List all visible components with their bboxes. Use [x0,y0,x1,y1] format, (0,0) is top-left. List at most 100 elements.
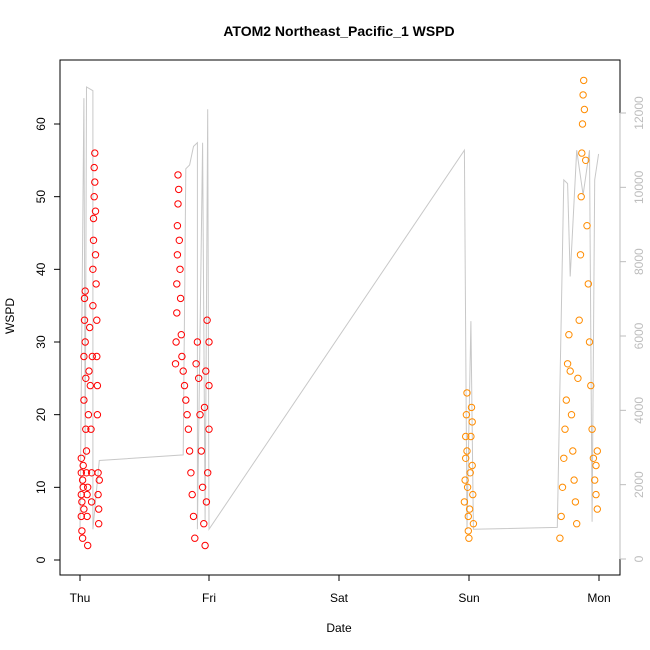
y-tick-label: 10 [34,480,48,494]
series-2-point [562,396,570,404]
series-2-point [570,476,578,484]
series-2-point [593,505,601,513]
series-1-point [91,207,100,215]
chart-title: ATOM2 Northeast_Pacific_1 WSPD [223,23,454,39]
y2-tick-label: 12000 [632,96,646,130]
series-1-point [193,338,202,346]
series-2-point [469,520,478,528]
series-1-point [173,280,181,288]
series-1-point [95,505,103,513]
series-1-point [90,163,98,172]
series-1-point [78,534,87,542]
series-1-point [182,396,190,404]
series-2-point [563,360,572,368]
series-1-point [85,367,93,375]
series-2-point [592,490,600,499]
series-1-point [205,338,213,346]
series-2-point [574,374,582,382]
series-1-point [201,541,209,550]
series-1-point [176,294,185,303]
series-2-point [565,331,573,339]
series-2-point [588,425,596,433]
series-2-point [556,534,564,542]
y-tick-label: 0 [34,556,48,563]
series-2-point [579,91,587,99]
y-tick-label: 60 [34,117,48,131]
series-2-point [462,432,470,441]
series-2-point [466,469,474,477]
series-1-point [94,490,102,499]
series-1-point [93,411,102,419]
series-1-point [93,316,101,324]
series-1-point [91,149,99,157]
series-1-point [91,178,99,186]
series-2-point [464,512,472,521]
series-2-point [560,454,568,462]
series-1-point [176,265,184,273]
series-1-point [84,483,92,491]
series-1-point [84,541,92,550]
x-tick-label: Thu [70,591,91,605]
series-1-point [87,498,96,506]
series-2-point [467,403,476,412]
series-2-point [580,105,589,114]
series-2-point [589,454,598,462]
series-2-point [561,425,569,433]
right-axis-line-layer [79,86,600,531]
series-1-point [178,352,186,361]
series-1-point [86,381,95,390]
series-1-point [79,483,87,491]
series-1-point [189,512,198,521]
series-2-point [587,381,595,390]
series-1-point [93,381,102,390]
series-2-point [463,447,471,455]
series-2-point [593,447,601,455]
series-1-point [77,490,86,499]
y2-tick-label: 10000 [632,170,646,204]
series-2-point [571,498,580,506]
series-2-point [465,534,473,542]
series-1-point [87,425,95,433]
series-1-point [180,381,189,390]
series-2-point [569,447,577,455]
points-layer [77,76,601,550]
series-2-point [577,193,585,201]
series-1-point [95,476,104,484]
series-1-point [78,476,87,484]
x-tick-label: Fri [202,591,216,605]
series-2-point [464,527,472,535]
series-1-point [79,461,87,470]
x-tick-label: Mon [587,591,610,605]
series-1-point [89,302,97,310]
series-1-point [205,381,213,390]
y-tick-label: 40 [34,262,48,276]
series-1-point [174,171,182,179]
series-1-point [88,352,97,361]
series-2-point [468,418,476,426]
series-1-point [192,360,200,368]
series-1-point [191,534,199,542]
y2-tick-label: 8000 [632,248,646,275]
series-1-point [196,411,204,419]
x-axis: Thu Fri Sat Sun Mon [70,574,611,605]
line-series [79,86,600,531]
series-2-point [465,505,474,513]
series-1-point [80,396,88,404]
series-2-point [461,476,469,484]
series-1-point [188,490,196,499]
series-1-point [184,425,193,433]
series-2-point [584,280,592,288]
series-2-point [573,520,581,528]
series-2-point [578,120,587,128]
series-1-point [86,323,94,332]
series-1-point [77,512,86,521]
series-1-point [173,222,182,230]
series-1-point [80,316,89,324]
plot-frame [59,59,621,576]
y2-tick-label: 2000 [632,471,646,498]
series-2-point [566,367,574,375]
series-1-point [95,520,103,528]
series-1-point [183,411,191,419]
